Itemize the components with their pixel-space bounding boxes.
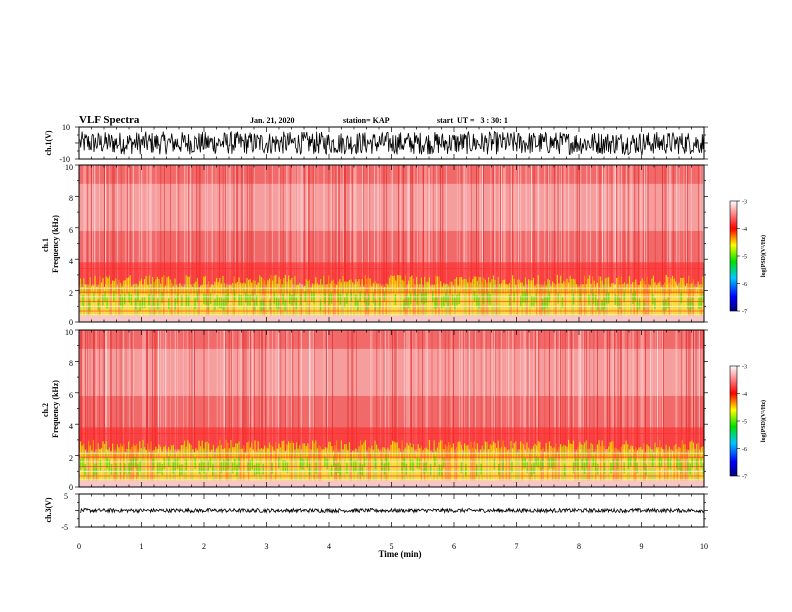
ch2-colorbar bbox=[729, 365, 738, 477]
time-tick-label: 7 bbox=[515, 542, 519, 551]
ch1-ytick-bottom: -10 bbox=[59, 155, 70, 164]
time-tick-label: 2 bbox=[202, 542, 206, 551]
ch2-colorbar-label: log(PSD)(V²/Hz) bbox=[760, 400, 767, 442]
ch1-spectrogram-ticks bbox=[75, 164, 708, 323]
ch2-freq-tick-8: 8 bbox=[69, 359, 73, 368]
ch1-waveform-panel: 10 -10 ch.1(V) bbox=[44, 123, 708, 164]
time-tick-label: 8 bbox=[577, 542, 581, 551]
ch3-waveform-ylabel: ch.3(V) bbox=[44, 497, 53, 522]
figure-title: VLF Spectra bbox=[79, 114, 140, 126]
ch1-freq-tick-4: 4 bbox=[69, 257, 73, 266]
colorbar-tick-label: -7 bbox=[742, 475, 747, 481]
ch2-colorbar-ticklabels: -3 -4 -5 -6 -7 bbox=[737, 365, 747, 481]
time-axis-ticklabels: 0 1 2 3 4 5 6 7 8 9 10 bbox=[77, 542, 708, 551]
ch1-freq-tick-8: 8 bbox=[69, 194, 73, 203]
ch1-ytick-top: 10 bbox=[62, 123, 70, 132]
ch1-waveform-ylabel: ch.1(V) bbox=[44, 130, 53, 155]
ch1-spectrogram-image bbox=[79, 165, 705, 322]
figure-station: station= KAP bbox=[343, 116, 390, 125]
ch3-waveform-panel: 5 -5 ch.3(V) 0 1 2 3 4 5 6 7 8 9 10 Time (min) bbox=[44, 492, 708, 559]
colorbar-tick-label: -5 bbox=[742, 255, 747, 261]
ch1-spectrogram-ylabel: ch.1 Frequency (kHz) bbox=[41, 215, 60, 273]
ch3-waveform-ticks bbox=[75, 493, 708, 528]
colorbar-tick-label: -7 bbox=[742, 310, 747, 316]
colorbar-tick-label: -6 bbox=[742, 447, 747, 453]
figure-start-time: start UT = 3 : 30: 1 bbox=[437, 116, 508, 125]
ch1-spectrogram-yticklabels: 10 8 6 4 2 0 bbox=[65, 163, 73, 327]
ch1-waveform-trace bbox=[79, 130, 705, 156]
ch2-spectrogram-ylabel: ch.2 Frequency (kHz) bbox=[41, 380, 60, 438]
time-tick-label: 5 bbox=[390, 542, 394, 551]
time-axis-label: Time (min) bbox=[378, 549, 421, 559]
ch1-ylabel-line1: ch.1 bbox=[41, 238, 50, 252]
colorbar-tick-label: -6 bbox=[742, 282, 747, 288]
ch3-ytick-top: 5 bbox=[64, 492, 68, 501]
ch1-colorbar-ticklabels: -3 -4 -5 -6 -7 bbox=[737, 200, 747, 316]
ch2-ylabel-line1: ch.2 bbox=[41, 403, 50, 417]
ch3-ytick-bottom: -5 bbox=[61, 523, 68, 532]
ch2-freq-tick-2: 2 bbox=[69, 454, 73, 463]
colorbar-tick-label: -3 bbox=[742, 365, 747, 371]
ch3-waveform-trace bbox=[79, 507, 705, 514]
ch2-freq-tick-4: 4 bbox=[69, 422, 73, 431]
time-tick-label: 4 bbox=[327, 542, 331, 551]
ch1-colorbar-label: log(PSD)(V²/Hz) bbox=[760, 235, 767, 277]
ch2-freq-tick-6: 6 bbox=[69, 391, 73, 400]
ch1-colorbar bbox=[729, 200, 738, 312]
ch2-spectrogram-image bbox=[79, 330, 705, 487]
ch1-freq-tick-6: 6 bbox=[69, 226, 73, 235]
ch2-spectrogram-yticklabels: 10 8 6 4 2 0 bbox=[65, 328, 73, 492]
ch1-ylabel-line2: Frequency (kHz) bbox=[51, 215, 60, 273]
ch1-freq-tick-10: 10 bbox=[65, 163, 73, 172]
colorbar-tick-label: -5 bbox=[742, 420, 747, 426]
time-tick-label: 6 bbox=[452, 542, 456, 551]
time-tick-label: 10 bbox=[700, 542, 708, 551]
ch2-freq-tick-10: 10 bbox=[65, 328, 73, 337]
ch1-freq-tick-0: 0 bbox=[69, 318, 73, 327]
ch2-spectrogram-panel: 10 8 6 4 2 0 ch.2 Frequency (kHz) -3 -4 -5… bbox=[41, 328, 767, 492]
time-tick-label: 0 bbox=[77, 542, 81, 551]
ch2-freq-tick-0: 0 bbox=[69, 483, 73, 492]
figure-date: Jan. 21, 2020 bbox=[250, 116, 294, 125]
ch2-ylabel-line2: Frequency (kHz) bbox=[51, 380, 60, 438]
ch1-spectrogram-panel: 10 8 6 4 2 0 ch.1 Frequency (kHz) -3 -4 -5… bbox=[41, 163, 767, 327]
ch1-waveform-ticks bbox=[75, 126, 708, 160]
ch2-spectrogram-ticks bbox=[75, 329, 708, 488]
time-tick-label: 1 bbox=[140, 542, 144, 551]
time-tick-label: 3 bbox=[265, 542, 269, 551]
colorbar-tick-label: -4 bbox=[742, 227, 747, 233]
ch1-freq-tick-2: 2 bbox=[69, 289, 73, 298]
colorbar-tick-label: -3 bbox=[742, 200, 747, 206]
colorbar-tick-label: -4 bbox=[742, 392, 747, 398]
time-tick-label: 9 bbox=[640, 542, 644, 551]
